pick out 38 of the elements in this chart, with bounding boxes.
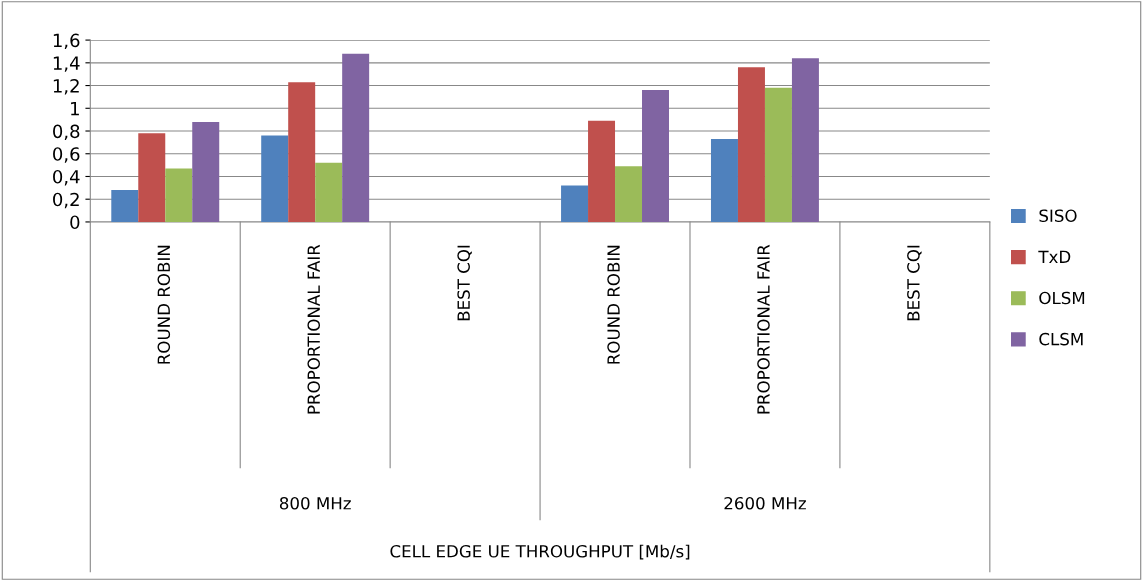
x-tick-label: PROPORTIONAL FAIR (757, 244, 770, 414)
y-tick-label: 0 (70, 215, 80, 230)
text: 2600 MHz (724, 496, 806, 510)
bar (791, 58, 819, 222)
y-tick-label: 1,2 (53, 79, 79, 95)
bar (642, 90, 669, 222)
bar (737, 67, 765, 222)
x-tick-label: PROPORTIONAL FAIR (307, 244, 321, 414)
x-tick-label: ROUND ROBIN (157, 245, 171, 364)
y-tick-label: 0,4 (53, 169, 80, 186)
bar (342, 53, 370, 222)
legend-label: SISO (1039, 209, 1077, 223)
y-tick-label: 0,6 (53, 147, 80, 163)
x-tick-label: BEST CQI (457, 245, 472, 321)
bar (138, 133, 166, 222)
bar (261, 135, 289, 222)
y-tick-label: 0,8 (53, 124, 80, 140)
bar (315, 162, 343, 222)
legend-label: TxD (1038, 250, 1071, 263)
text: CELL EDGE UE THROUGHPUT [Mb/s] (390, 544, 690, 560)
bar (764, 87, 792, 222)
bar (192, 121, 220, 222)
bar (165, 168, 193, 222)
legend-label: OLSM (1039, 291, 1085, 305)
bar (288, 82, 316, 222)
y-tick-label: 1 (71, 101, 79, 116)
bar (615, 166, 643, 222)
text: 800 MHz (279, 496, 351, 510)
y-tick-label: 1,4 (53, 56, 80, 72)
bar (710, 138, 738, 222)
bar (561, 185, 589, 222)
bar (588, 120, 616, 222)
x-tick-label: BEST CQI (907, 245, 922, 321)
y-tick-label: 1,6 (53, 33, 80, 50)
x-tick-label: ROUND ROBIN (607, 245, 620, 364)
legend-label: CLSM (1039, 332, 1083, 346)
y-tick-label: 0,2 (53, 192, 79, 209)
bar (111, 190, 139, 222)
